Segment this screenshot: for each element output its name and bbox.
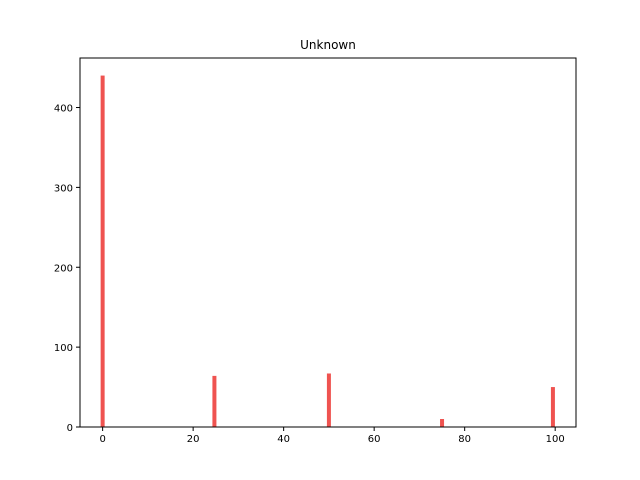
- bar: [550, 387, 555, 427]
- y-tick-label: 100: [54, 343, 73, 354]
- y-tick-label: 300: [54, 183, 73, 194]
- y-tick-label: 200: [54, 263, 73, 274]
- x-tick-label: 60: [368, 434, 381, 445]
- x-tick-label: 80: [458, 434, 471, 445]
- bars-group: [100, 75, 555, 427]
- plot-frame: [79, 57, 577, 428]
- y-axis: 0 100 200 300 400: [54, 104, 80, 434]
- x-tick-label: 40: [277, 434, 290, 445]
- x-tick-label: 0: [99, 434, 105, 445]
- bar: [212, 375, 217, 427]
- x-axis: 0 20 40 60 80 100: [99, 427, 565, 445]
- bar: [100, 75, 105, 427]
- chart-title: Unknown: [300, 38, 356, 52]
- bar: [326, 373, 331, 427]
- y-tick-label: 400: [54, 104, 73, 115]
- y-tick-label: 0: [67, 423, 73, 434]
- bar: [440, 419, 445, 427]
- x-tick-label: 20: [187, 434, 200, 445]
- x-tick-label: 100: [546, 434, 565, 445]
